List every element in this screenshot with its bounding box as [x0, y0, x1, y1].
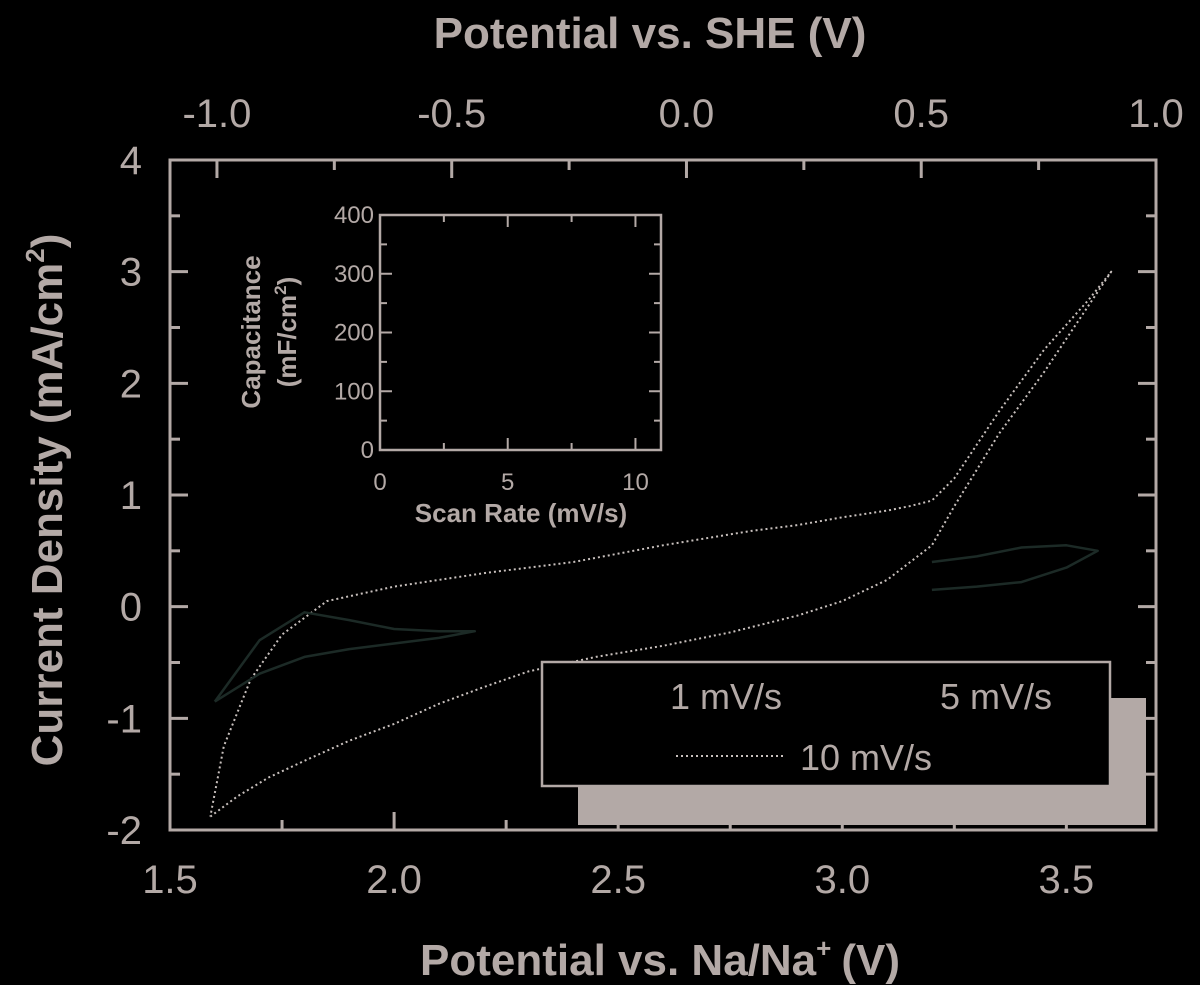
inset-y-tick-label: 300 — [334, 261, 374, 288]
main-ticks — [168, 158, 1158, 832]
legend-box — [540, 660, 1112, 788]
series-line-5-mv-s — [931, 544, 1099, 592]
inset-plot-frame — [378, 213, 663, 452]
x2-tick-label: 0.0 — [659, 92, 715, 136]
inset-x-tick-label: 0 — [373, 469, 386, 496]
inset-y-axis-title-superscript: 2 — [271, 285, 290, 294]
top-axis-title: Potential vs. SHE (V) — [434, 9, 867, 58]
inset-y-tick-label: 200 — [334, 320, 374, 347]
y-tick-label: 4 — [120, 139, 142, 183]
inset-ticks — [379, 214, 661, 451]
y-axis-title: Current Density (mA/cm2) — [20, 234, 72, 767]
x-tick-label: 2.0 — [366, 858, 422, 902]
x-axis-title: Potential vs. Na/Na+ (V) — [420, 933, 900, 985]
x-tick-label: 3.5 — [1039, 858, 1095, 902]
y-tick-label: 0 — [120, 586, 142, 630]
y-tick-label: -1 — [106, 697, 142, 741]
legend-label-5mV: 5 mV/s — [940, 676, 1052, 717]
inset-y-tick-label: 100 — [334, 378, 374, 405]
y-tick-label: 2 — [120, 362, 142, 406]
x-axis-title-unit: (V) — [841, 936, 900, 985]
series-line-10-mv-s — [209, 270, 1113, 818]
inset-y-axis-title-end: ) — [272, 277, 302, 286]
legend-label-1mV: 1 mV/s — [670, 676, 782, 717]
x-tick-label: 3.0 — [814, 858, 870, 902]
y-axis-title-superscript: 2 — [20, 248, 50, 262]
inset-y-axis-title-unit: (mF/cm — [272, 295, 302, 387]
inset-y-tick-label: 400 — [334, 202, 374, 229]
inset-y-tick-label: 0 — [361, 437, 374, 464]
x-axis-title-main: Potential vs. Na/Na — [420, 936, 817, 985]
series-line-1-mv-s — [213, 611, 477, 703]
legend: 1 mV/s 5 mV/s 10 mV/s — [540, 660, 1146, 825]
main-tick-labels: 1.5 2.0 2.5 3.0 3.5 -1.0 -0.5 0.0 0.5 1.0 -2 -1 0 1 2 3… — [106, 92, 1183, 902]
x2-tick-label: 0.5 — [893, 92, 949, 136]
x-tick-label: 2.5 — [590, 858, 646, 902]
inset-x-axis-title: Scan Rate (mV/s) — [415, 498, 627, 528]
series-layer — [209, 270, 1113, 818]
inset-y-axis-title-line2: (mF/cm2) — [271, 277, 302, 388]
y-tick-label: 3 — [120, 251, 142, 295]
legend-label-10mV: 10 mV/s — [800, 737, 932, 778]
x-axis-title-superscript: + — [816, 933, 831, 963]
y-tick-label: -2 — [106, 809, 142, 853]
x-tick-label: 1.5 — [142, 858, 198, 902]
y-axis-title-main: Current Density (mA/cm — [23, 263, 72, 767]
x2-tick-label: -0.5 — [417, 92, 486, 136]
inset-y-axis-title-line1: Capacitance — [236, 255, 266, 408]
y-tick-label: 1 — [120, 474, 142, 518]
y-axis-title-end: ) — [23, 234, 72, 249]
x2-tick-label: -1.0 — [182, 92, 251, 136]
inset-x-tick-label: 5 — [501, 469, 514, 496]
inset-x-tick-label: 10 — [622, 469, 649, 496]
x2-tick-label: 1.0 — [1128, 92, 1184, 136]
